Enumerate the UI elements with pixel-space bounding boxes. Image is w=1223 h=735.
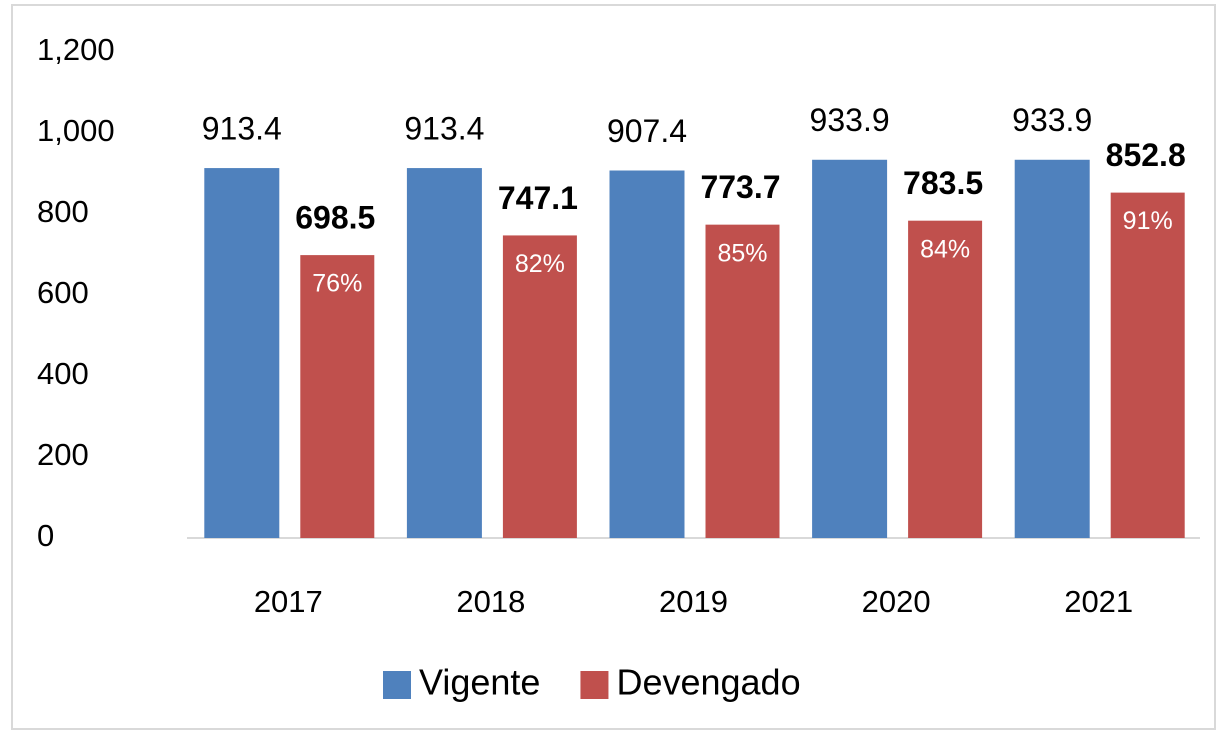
inner-label: 85% [717,239,767,267]
value-label: 933.9 [1012,102,1092,138]
inner-label: 91% [1123,207,1173,235]
bar [1014,159,1090,538]
x-tick-label: 2019 [659,584,728,619]
y-tick-label: 1,200 [37,32,115,67]
value-label: 913.4 [202,111,282,147]
value-label: 783.5 [903,165,983,201]
value-label: 933.9 [810,102,890,138]
bar [1110,192,1185,538]
x-tick-label: 2021 [1064,584,1133,619]
value-label: 747.1 [498,180,578,216]
y-tick-label: 200 [37,437,89,472]
x-tick-label: 2017 [254,584,323,619]
legend-swatch [383,671,411,699]
inner-label: 82% [515,250,565,278]
bar [609,170,685,539]
value-label: 913.4 [404,111,484,147]
bar [705,224,780,539]
bar [204,168,280,538]
value-label: 852.8 [1106,137,1186,173]
y-tick-label: 0 [37,518,54,553]
legend-swatch [580,671,609,699]
x-tick-label: 2020 [862,584,931,619]
bar [502,235,577,538]
value-label: 773.7 [700,169,780,205]
value-label: 907.4 [607,113,687,149]
bar [812,159,888,538]
legend-label: Devengado [616,662,800,703]
bar [908,220,983,538]
x-tick-label: 2018 [456,584,525,619]
y-tick-label: 400 [37,356,89,391]
y-tick-label: 600 [37,275,89,310]
y-tick-label: 800 [37,194,89,229]
legend-label: Vigente [419,662,540,703]
y-tick-label: 1,000 [37,113,115,148]
inner-label: 76% [312,270,362,298]
bar [406,168,482,538]
inner-label: 84% [920,235,970,263]
value-label: 698.5 [295,200,375,236]
bar [300,255,375,539]
